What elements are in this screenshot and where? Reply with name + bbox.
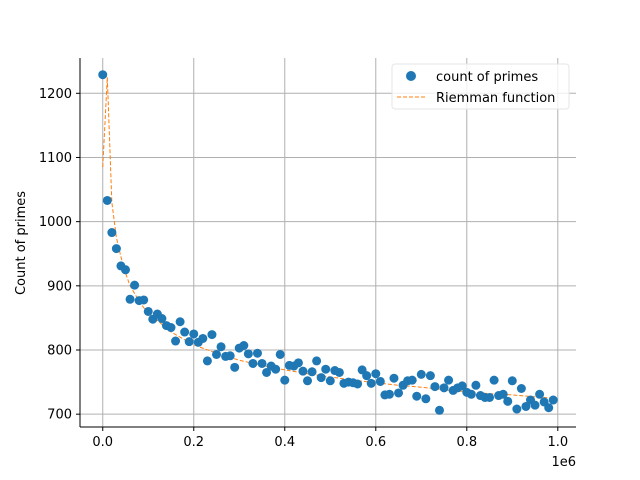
- data-point: [466, 389, 476, 399]
- data-point: [303, 376, 313, 386]
- x-tick-label: 0.2: [183, 435, 204, 450]
- y-tick-label: 800: [47, 343, 72, 358]
- x-tick-label: 1.0: [547, 435, 568, 450]
- y-tick-label: 1200: [39, 87, 72, 102]
- data-point: [485, 392, 495, 402]
- data-point: [371, 369, 381, 379]
- data-point: [434, 405, 444, 415]
- x-offset-label: 1e6: [551, 455, 576, 470]
- data-point: [530, 400, 540, 410]
- data-point: [102, 195, 112, 205]
- data-point: [353, 379, 363, 389]
- data-point: [544, 403, 554, 413]
- data-point: [171, 336, 181, 346]
- data-point: [430, 382, 440, 392]
- data-point: [130, 280, 140, 290]
- data-point: [252, 348, 262, 358]
- data-point: [439, 383, 449, 393]
- data-point: [207, 330, 217, 340]
- data-point: [362, 371, 372, 381]
- data-point: [375, 376, 385, 386]
- data-point: [457, 381, 467, 391]
- data-point: [394, 388, 404, 398]
- y-tick-label: 900: [47, 279, 72, 294]
- y-tick-label: 1100: [39, 151, 72, 166]
- legend-label-riemman-function: Riemman function: [436, 91, 555, 106]
- data-point: [416, 369, 426, 379]
- data-point: [298, 366, 308, 376]
- data-point: [280, 375, 290, 385]
- data-point: [312, 356, 322, 366]
- data-point: [216, 342, 226, 352]
- data-point: [157, 314, 167, 324]
- data-point: [180, 327, 190, 337]
- data-point: [512, 404, 522, 414]
- y-tick-label: 1000: [39, 215, 72, 230]
- data-point: [503, 396, 513, 406]
- data-point: [239, 341, 249, 350]
- data-point: [548, 395, 558, 405]
- legend-label-count-of-primes: count of primes: [436, 70, 538, 85]
- data-point: [498, 389, 508, 399]
- data-point: [198, 333, 208, 343]
- y-axis-label: Count of primes: [14, 191, 29, 295]
- data-point: [202, 356, 212, 366]
- data-point: [166, 323, 176, 333]
- data-point: [143, 306, 153, 316]
- data-point: [212, 349, 222, 359]
- x-tick-label: 0.8: [456, 435, 477, 450]
- y-tick-label: 700: [47, 408, 72, 423]
- data-point: [293, 358, 303, 368]
- count-of-primes-series: [98, 70, 558, 415]
- data-point: [184, 337, 194, 347]
- data-point: [384, 389, 394, 399]
- legend-marker-count-of-primes: [406, 71, 416, 81]
- data-point: [334, 367, 344, 377]
- data-point: [412, 391, 422, 401]
- data-point: [111, 244, 121, 254]
- data-point: [407, 375, 417, 385]
- axes: [79, 58, 576, 428]
- grid: [80, 58, 576, 427]
- data-point: [307, 367, 317, 377]
- x-tick-label: 0.6: [365, 435, 386, 450]
- data-point: [262, 367, 272, 377]
- data-point: [444, 375, 454, 385]
- x-tick-label: 0.0: [92, 435, 113, 450]
- data-point: [121, 265, 130, 275]
- data-point: [98, 70, 108, 80]
- data-point: [489, 375, 499, 385]
- data-point: [321, 364, 331, 374]
- data-point: [175, 317, 185, 327]
- data-point: [366, 378, 376, 388]
- data-point: [248, 358, 258, 368]
- data-point: [316, 373, 326, 383]
- data-point: [271, 364, 281, 374]
- data-point: [107, 228, 117, 238]
- data-point: [425, 371, 435, 381]
- x-ticks: 0.0 0.2 0.4 0.6 0.8 1.0: [92, 427, 568, 450]
- data-point: [189, 329, 199, 339]
- data-point: [275, 349, 285, 359]
- legend-box: [391, 63, 570, 110]
- legend: count of primes Riemman function: [391, 63, 570, 110]
- x-tick-label: 0.4: [274, 435, 295, 450]
- data-point: [389, 373, 399, 383]
- data-point: [516, 384, 526, 393]
- data-point: [471, 380, 481, 390]
- data-point: [421, 394, 431, 404]
- data-point: [257, 358, 267, 368]
- y-ticks: 700 800 900 1000 1100 1200: [39, 87, 80, 423]
- data-point: [521, 401, 531, 411]
- data-point: [535, 389, 545, 399]
- data-point: [507, 376, 517, 386]
- data-point: [225, 351, 235, 361]
- data-point: [125, 294, 135, 304]
- data-point: [243, 349, 253, 359]
- data-point: [325, 376, 335, 386]
- data-point: [139, 295, 149, 305]
- data-point: [230, 362, 240, 372]
